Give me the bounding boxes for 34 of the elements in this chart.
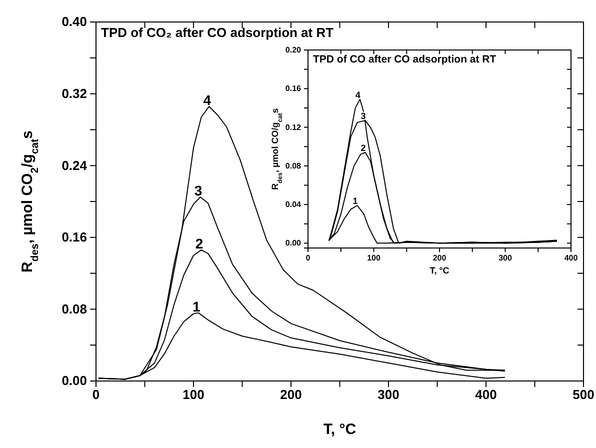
chart-title: TPD of CO after CO adsorption at RT <box>313 54 497 66</box>
y-tick-label: 0.08 <box>285 161 302 170</box>
y-tick-label: 0.40 <box>62 14 87 30</box>
chart-title: TPD of CO₂ after CO adsorption at RT <box>101 25 334 40</box>
y-tick-label: 0.24 <box>62 158 88 173</box>
x-tick-label: 300 <box>498 254 512 263</box>
x-axis-title: T, °C <box>430 265 450 276</box>
x-tick-label: 400 <box>564 254 578 263</box>
y-tick-label: 0.12 <box>285 122 302 132</box>
y-tick-label: 0.20 <box>285 46 302 55</box>
y-tick-label: 0.08 <box>62 301 87 316</box>
series-label: 1 <box>352 196 358 206</box>
x-tick-label: 200 <box>432 254 447 263</box>
y-tick-label: 0.16 <box>62 230 87 245</box>
series-label: 4 <box>203 92 212 108</box>
y-tick-label: 0.32 <box>62 86 87 101</box>
x-axis-title: T, °C <box>323 421 356 438</box>
x-tick-label: 100 <box>182 387 204 402</box>
series-label: 1 <box>192 298 200 314</box>
series-label: 4 <box>355 90 360 100</box>
x-tick-label: 0 <box>306 254 311 263</box>
series-label: 2 <box>195 235 204 252</box>
x-tick-label: 0 <box>92 387 100 402</box>
series-label: 2 <box>360 142 366 153</box>
x-tick-label: 300 <box>378 387 400 402</box>
x-tick-label: 500 <box>572 387 594 402</box>
y-tick-label: 0.00 <box>285 238 302 248</box>
x-tick-label: 100 <box>367 254 381 263</box>
series-label: 3 <box>194 182 202 199</box>
y-tick-label: 0.00 <box>62 373 87 388</box>
y-tick-label: 0.16 <box>285 84 302 94</box>
x-tick-label: 400 <box>475 387 497 402</box>
x-tick-label: 200 <box>280 387 302 402</box>
y-tick-label: 0.04 <box>285 200 302 210</box>
